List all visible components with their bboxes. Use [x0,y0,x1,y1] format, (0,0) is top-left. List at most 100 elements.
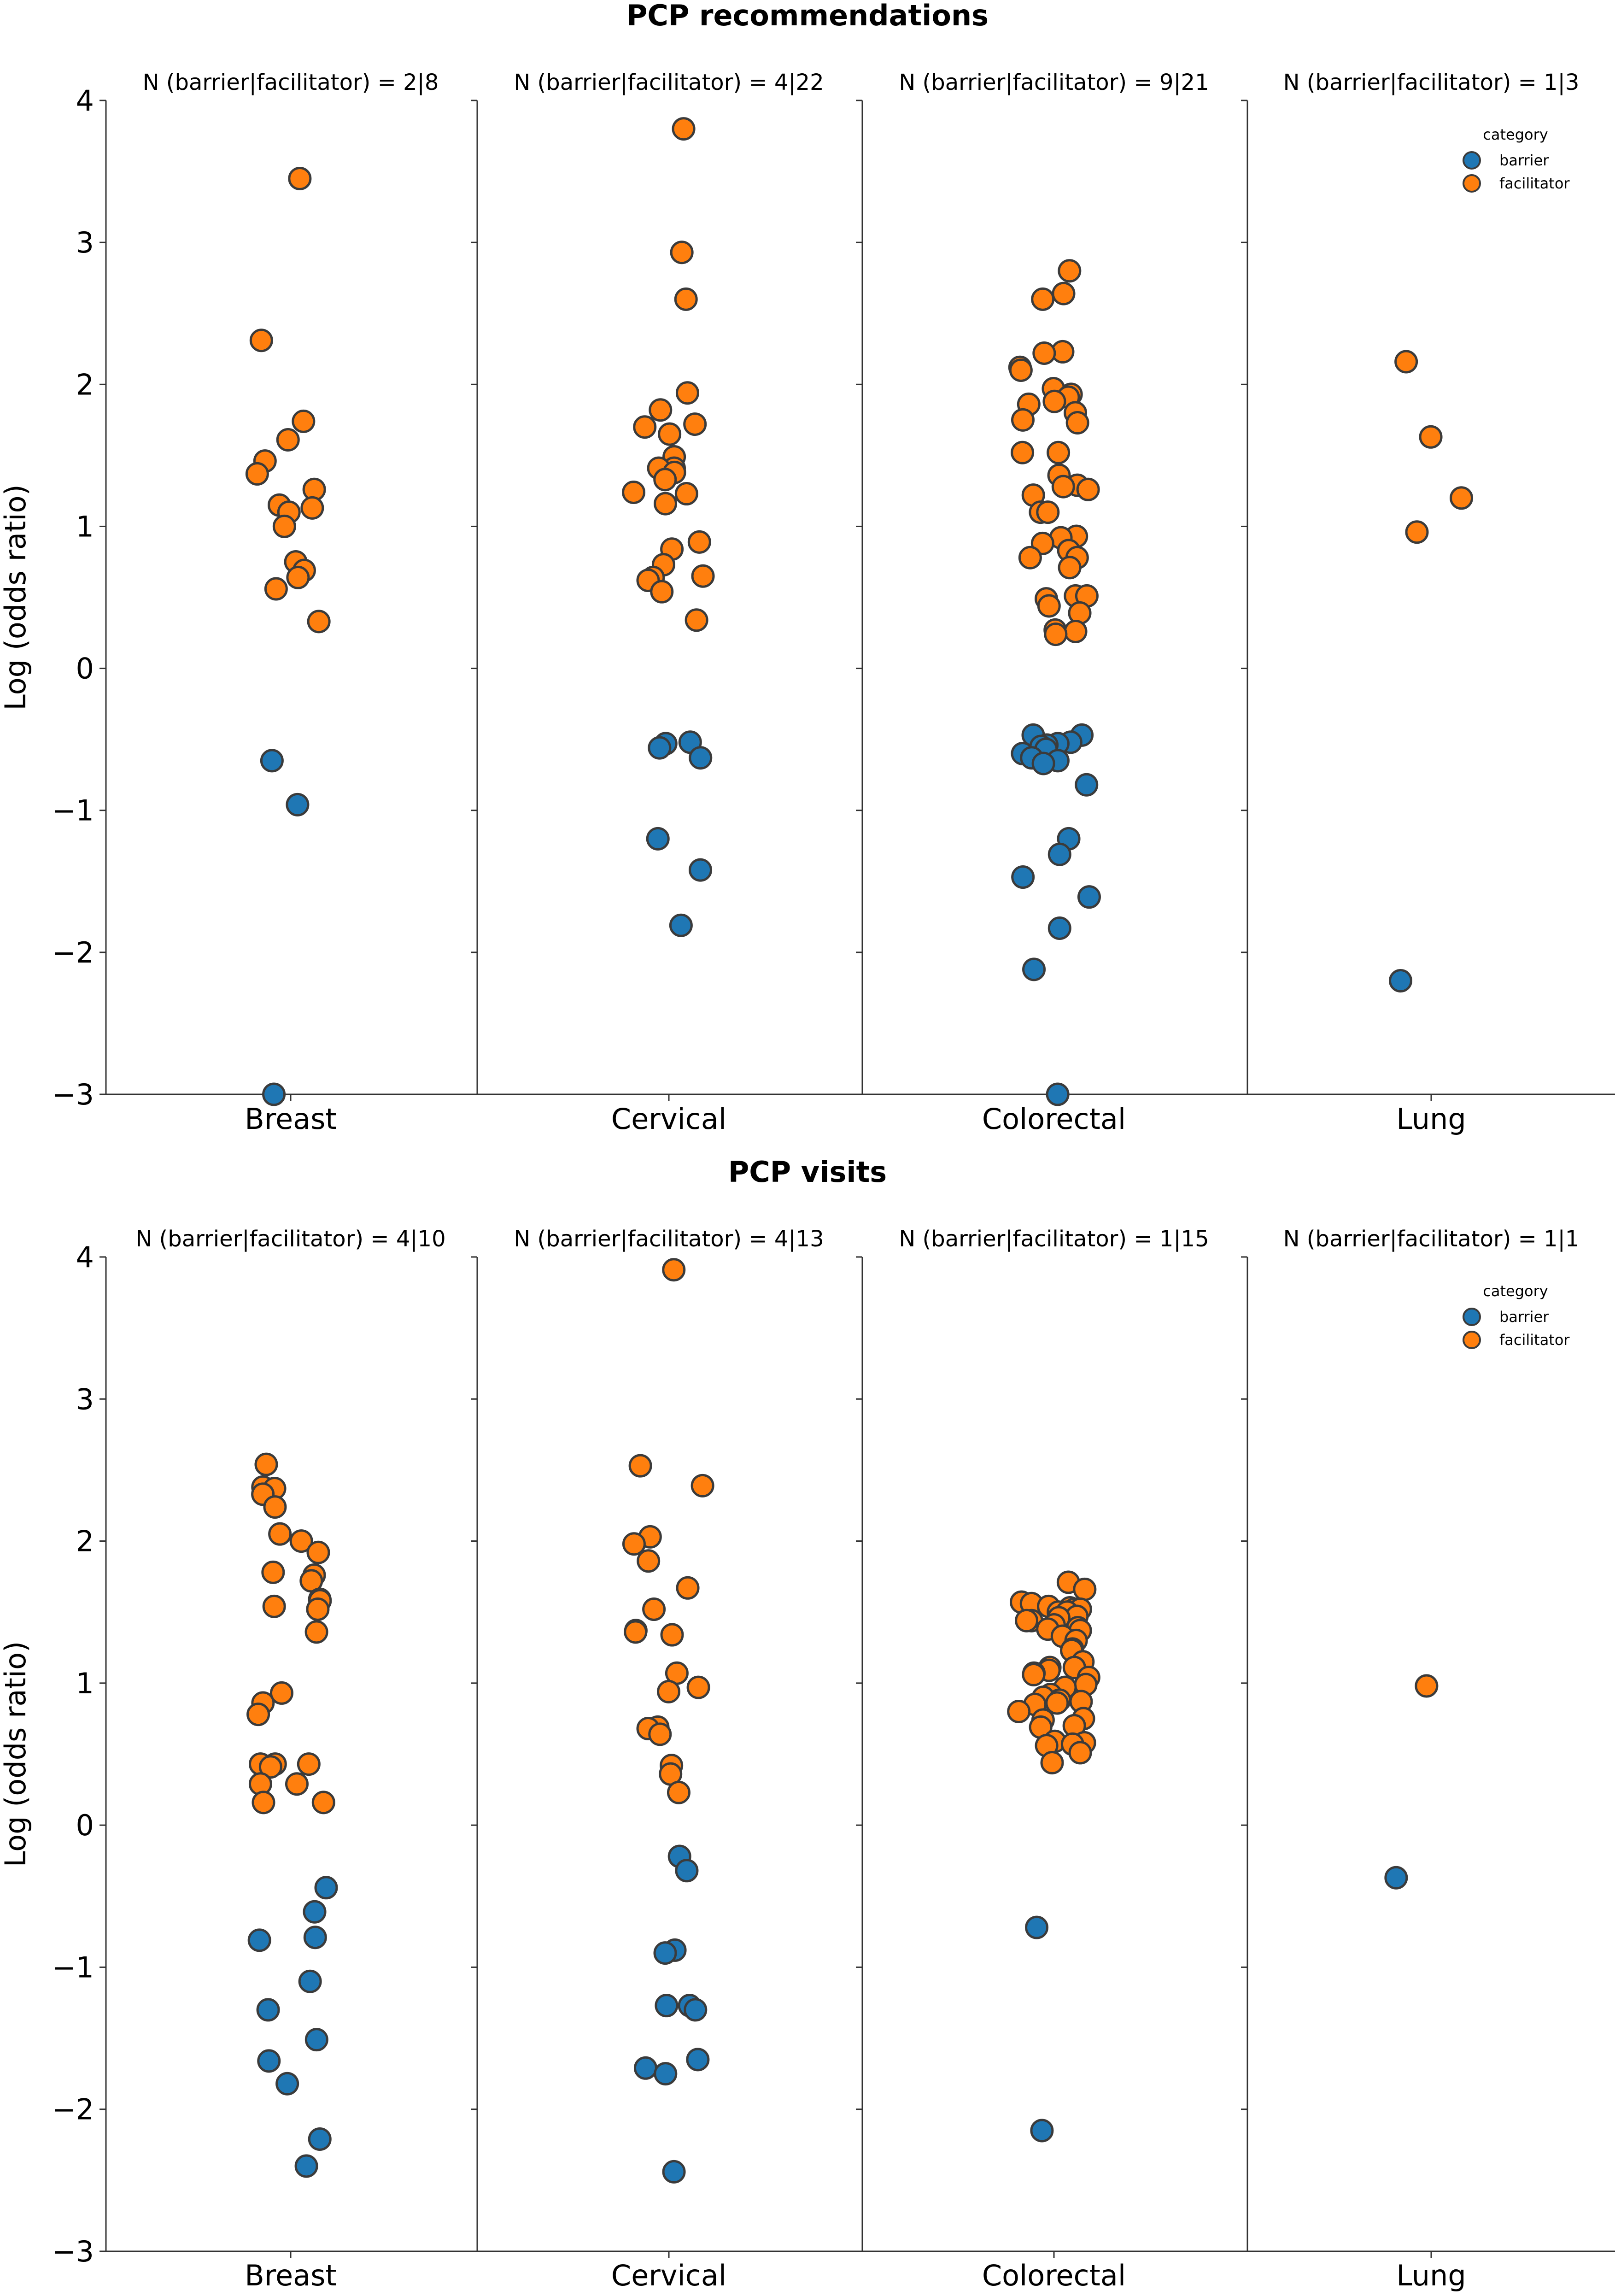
facilitator-point [675,381,699,405]
barrier-point [275,2072,299,2096]
facilitator-point [306,1540,330,1564]
y-tick-label: −3 [52,1078,94,1111]
barrier-point [1046,1082,1070,1106]
legend-label: barrier [1499,152,1549,169]
x-tick-label: Breast [245,1102,336,1136]
facilitator-point [683,412,707,436]
facilitator-point [1011,408,1035,432]
facilitator-point [1044,622,1068,646]
facilitator-point [1065,411,1089,435]
barrier-point [669,913,693,937]
x-tick-label: Cervical [611,1102,726,1136]
facilitator-point [624,1620,648,1644]
facilitator-point [1032,341,1056,365]
facilitator-point [1068,1741,1092,1765]
facilitator-point [662,1258,686,1282]
y-tick-label: 4 [76,84,94,117]
facet-title: N (barrier|facilitator) = 4|22 [514,70,824,95]
facilitator-point [254,1452,278,1476]
barrier-point [1075,773,1099,797]
x-tick-label: Lung [1396,1102,1466,1136]
barrier-point [689,858,713,882]
facilitator-point [1042,389,1066,413]
facilitator-point [686,1675,710,1699]
barrier-point [646,827,670,851]
barrier-point [653,1941,677,1965]
facilitator-point [674,482,698,506]
facilitator-point [622,1532,646,1556]
barrier-point [260,749,284,773]
facilitator-point [1018,546,1042,570]
facilitator-point [1011,440,1035,464]
y-tick-label: −3 [52,2235,94,2268]
barrier-point [1077,885,1101,909]
barrier-point [304,2028,328,2052]
barrier-point [648,736,672,760]
facilitator-point [650,580,674,604]
facilitator-point [261,1560,285,1584]
facilitator-point [685,608,708,632]
barrier-point [308,2127,332,2151]
y-tick-label: 4 [76,1240,94,1274]
facilitator-point [1009,358,1033,382]
facilitator-point [642,1597,666,1621]
legend-marker [1463,151,1481,170]
facet-title: N (barrier|facilitator) = 2|8 [143,70,439,95]
barrier-point [1047,916,1071,940]
facilitator-point [691,564,715,588]
x-tick-label: Cervical [611,2259,726,2292]
facilitator-point [1076,477,1100,501]
facilitator-point [1394,350,1418,374]
facilitator-point [289,1529,313,1553]
barrier-point [1031,752,1055,775]
facilitator-point [649,398,673,422]
facilitator-point [658,422,682,446]
facilitator-point [633,415,657,439]
x-tick-label: Breast [245,2259,336,2292]
facilitator-point [1064,619,1088,643]
barrier-point [1047,842,1071,866]
facilitator-point [269,1681,293,1705]
y-axis-label: Log (odds ratio) [0,484,32,710]
facet-title: N (barrier|facilitator) = 1|3 [1283,70,1580,95]
facilitator-point [300,496,324,520]
facilitator-point [667,1780,690,1804]
facilitator-point [304,1620,328,1644]
barrier-point [1384,1866,1408,1890]
facilitator-point [285,1772,309,1796]
barrier-point [298,1969,322,1993]
facilitator-point [249,329,273,352]
y-tick-label: 0 [76,1809,94,1842]
x-tick-label: Lung [1396,2259,1466,2292]
facet-title: N (barrier|facilitator) = 4|10 [135,1226,445,1252]
facilitator-point [292,409,316,433]
legend-label: barrier [1499,1308,1549,1326]
legend-marker [1463,174,1481,193]
facilitator-point [687,530,711,554]
barrier-point [1388,969,1412,992]
y-tick-label: 2 [76,368,94,401]
y-tick-label: 1 [76,1667,94,1700]
facilitator-point [297,1752,321,1776]
barrier-point [633,2056,657,2080]
legend-label: facilitator [1499,1331,1570,1349]
facilitator-point [657,1679,681,1703]
barrier-point [257,2049,281,2073]
y-tick-label: 3 [76,1382,94,1416]
facilitator-point [690,1474,714,1497]
facilitator-point [1037,594,1061,618]
barrier-point [1030,2119,1054,2143]
facilitator-point [637,1549,661,1573]
facet-title: N (barrier|facilitator) = 9|21 [899,70,1209,95]
facilitator-point [272,514,296,538]
barrier-point [286,793,310,816]
facilitator-point [1051,475,1075,499]
facilitator-point [1036,500,1060,524]
barrier-point [662,2160,686,2184]
facilitator-point [1015,1609,1039,1632]
facilitator-point [672,117,696,141]
y-tick-label: −2 [52,936,94,969]
barrier-point [1025,1915,1049,1939]
facilitator-point [676,1576,700,1600]
